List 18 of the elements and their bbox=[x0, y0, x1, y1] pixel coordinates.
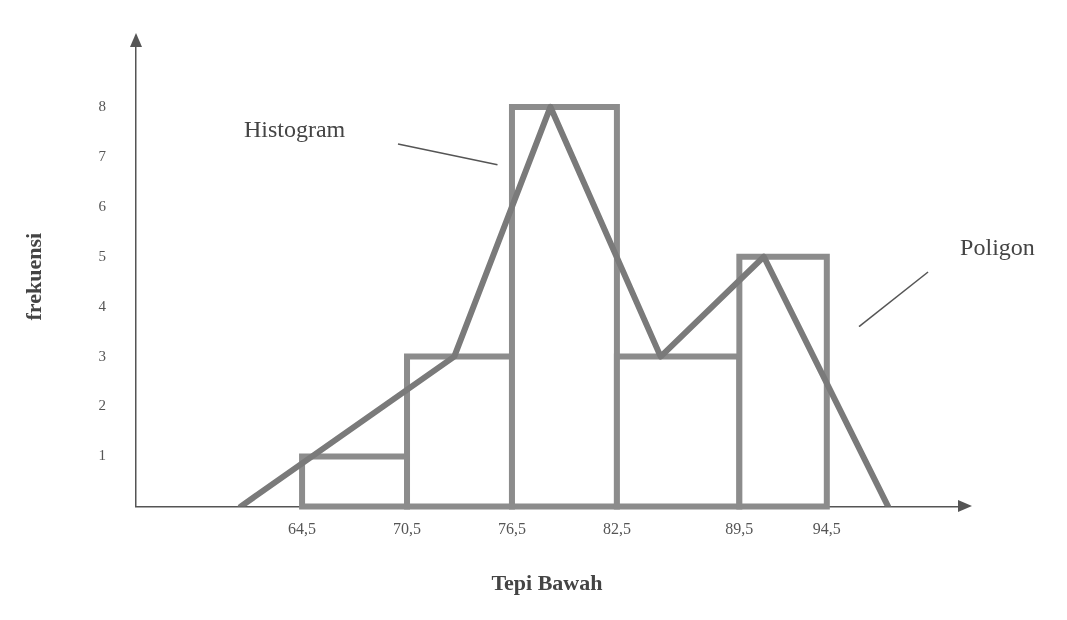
x-tick-label: 94,5 bbox=[812, 520, 841, 538]
y-tick-label: 4 bbox=[98, 297, 107, 314]
x-tick-label: 76,5 bbox=[497, 520, 526, 538]
x-tick-label: 70,5 bbox=[393, 520, 422, 538]
y-tick-label: 2 bbox=[98, 397, 106, 414]
x-tick-label: 82,5 bbox=[602, 520, 631, 538]
y-tick-label: 7 bbox=[98, 147, 107, 164]
y-tick-label: 3 bbox=[98, 347, 106, 364]
x-tick-label: 89,5 bbox=[725, 520, 754, 538]
y-axis-title: frekuensi bbox=[20, 232, 46, 321]
y-tick-label: 6 bbox=[98, 197, 107, 214]
x-axis-title: Tepi Bawah bbox=[491, 570, 603, 596]
annotation: Histogram bbox=[243, 115, 346, 143]
x-tick-label: 64,5 bbox=[288, 520, 317, 538]
text: Poligon bbox=[960, 233, 1035, 261]
y-tick-label: 8 bbox=[98, 97, 106, 114]
y-tick-label: 1 bbox=[98, 447, 106, 464]
y-tick-label: 5 bbox=[98, 247, 106, 264]
